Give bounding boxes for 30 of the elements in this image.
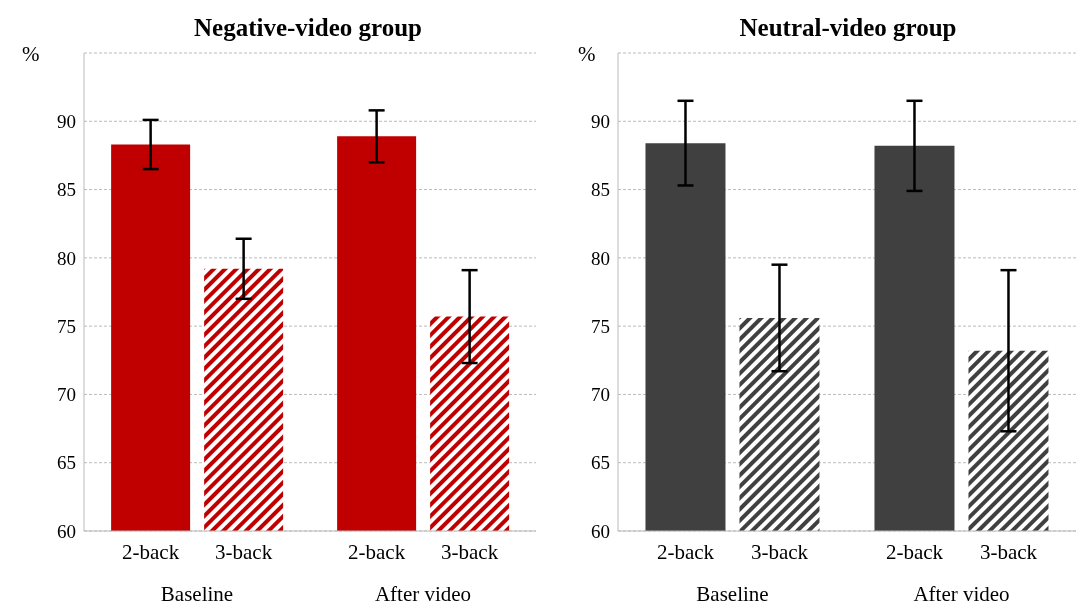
series-label: 2-back [122, 540, 180, 564]
y-tick-label: 90 [591, 111, 610, 133]
y-tick-label: 90 [57, 111, 76, 133]
chart-title: Negative-video group [193, 14, 423, 42]
x-tick-label: After video [374, 582, 472, 606]
x-tick-label: Baseline [696, 582, 769, 606]
y-tick-label: 65 [591, 452, 610, 474]
y-tick-label: 85 [57, 179, 76, 201]
text: 2-back [348, 540, 406, 564]
y-axis-title: % [22, 42, 40, 67]
y-tick-label: 65 [57, 452, 76, 474]
text: 2-back [885, 540, 944, 564]
y-tick-label: 70 [591, 384, 610, 406]
y-tick-label: 60 [57, 520, 76, 542]
series-label: 2-back [656, 540, 715, 564]
y-tick-label: 75 [591, 315, 610, 337]
x-tick-label: After video [913, 582, 1010, 606]
x-tick-label: Baseline [160, 582, 234, 606]
series-label: 3-back [750, 540, 809, 564]
text: 3-back [441, 540, 499, 564]
y-tick-label: 60 [591, 520, 610, 542]
y-tick-label: 70 [57, 384, 76, 406]
text: 3-back [979, 540, 1038, 564]
y-tick-label: 85 [591, 179, 610, 201]
chart-title: Neutral-video group [738, 14, 958, 42]
y-tick-label: 80 [57, 247, 76, 269]
series-label: 3-back [215, 540, 273, 564]
y-tick-label: 80 [591, 247, 610, 269]
y-tick-label: 75 [57, 315, 76, 337]
y-axis-title: % [578, 42, 596, 67]
